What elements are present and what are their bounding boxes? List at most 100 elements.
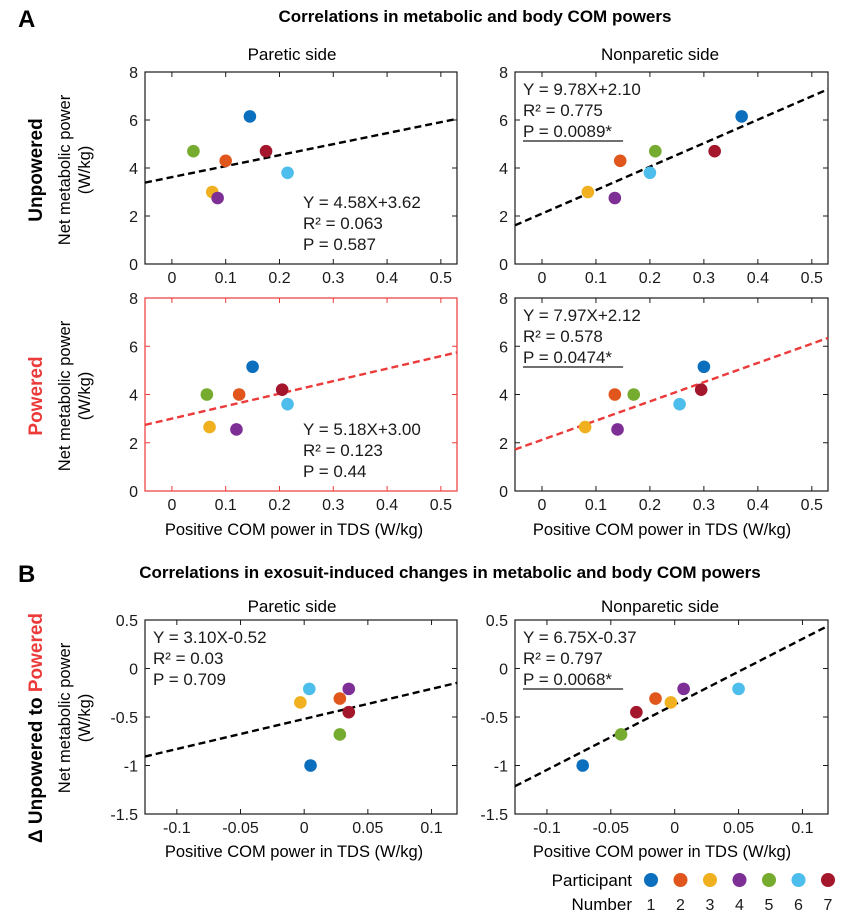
plot-frame: [144, 297, 458, 492]
x-tick-label: 0.3: [693, 270, 715, 287]
y-tick-label: 0: [499, 257, 508, 274]
x-tick-label: 0.1: [585, 497, 607, 514]
legend-number-label: Number: [572, 895, 633, 914]
y-tick-label: 0.5: [486, 613, 508, 630]
x-tick-label: 0: [167, 497, 176, 514]
x-tick-label: 0.1: [215, 497, 237, 514]
y-tick-label: 4: [129, 161, 138, 178]
y-tick-label: -1: [494, 759, 508, 776]
x-tick-label: -0.05: [222, 820, 259, 837]
x-tick-label: 0.3: [322, 270, 344, 287]
stats-line-3: P = 0.44: [303, 462, 367, 481]
x-tick-label: 0.5: [430, 497, 452, 514]
stats-line-1: Y = 4.58X+3.62: [303, 193, 421, 212]
x-tick-label: 0.5: [801, 497, 823, 514]
data-point-participant-3: [203, 420, 216, 434]
data-point-participant-4: [230, 423, 243, 436]
row-label-delta-powered: Powered: [26, 613, 47, 692]
data-point-participant-6: [281, 166, 294, 180]
data-point-participant-3: [578, 420, 592, 434]
col-title-nonparetic-b: Nonparetic side: [601, 597, 719, 616]
data-point-participant-1: [243, 110, 257, 123]
x-tick-label: 0.2: [639, 497, 661, 514]
x-tick-label: 0.1: [585, 270, 607, 287]
fit-line: [144, 351, 458, 427]
stats-line-1: Y = 6.75X-0.37: [523, 628, 637, 647]
x-tick-label: 0: [670, 820, 679, 837]
y-tick-label: -1: [124, 759, 138, 776]
col-title-paretic-b: Paretic side: [248, 597, 337, 616]
stats-line-2: R² = 0.063: [303, 214, 383, 233]
x-tick-label: 0.5: [430, 270, 452, 287]
xlabel-b-paretic: Positive COM power in TDS (W/kg): [165, 843, 423, 861]
fit-line: [514, 88, 829, 227]
data-point-participant-6: [673, 397, 686, 411]
stats-line-2: R² = 0.123: [303, 441, 383, 460]
plot-unpowered-nonparetic: 0 0.1 0.2 0.3 0.4 0.5 0 2 4 6 8 Y = 9.78X+2.10 R² = …: [499, 65, 829, 287]
x-tick-label: 0.4: [376, 270, 398, 287]
row-label-powered: Powered: [26, 356, 47, 435]
y-tick-label: 0: [499, 662, 508, 679]
stats-line-2: R² = 0.03: [153, 649, 223, 668]
data-point-participant-7: [259, 144, 273, 158]
legend-dot-7: [821, 873, 835, 887]
panel-b-title: Correlations in exosuit-induced changes …: [139, 563, 761, 582]
plot-delta-paretic: -0.1 -0.05 0 0.05 0.1 -1.5 -1 -0.5 0 0.5 Y = 3.10X…: [110, 613, 458, 837]
data-point-participant-5: [187, 144, 200, 158]
ylabel-line1-powered: Net metabolic power: [56, 320, 74, 471]
y-tick-label: 8: [129, 65, 138, 82]
x-tick-label: 0: [538, 270, 547, 287]
data-point-participant-1: [246, 360, 259, 374]
fit-line: [514, 624, 829, 788]
data-point-participant-2: [232, 388, 246, 401]
stats-line-1: Y = 7.97X+2.12: [523, 306, 641, 325]
data-point-participant-4: [677, 682, 690, 696]
y-tick-label: 6: [129, 113, 138, 130]
y-tick-label: 2: [499, 209, 508, 226]
row-label-delta: Δ Unpowered to Powered: [26, 613, 47, 843]
x-tick-label: 0.2: [639, 270, 661, 287]
data-point-participant-4: [342, 682, 356, 696]
stats-line-1: Y = 5.18X+3.00: [303, 420, 421, 439]
legend: Participant Number 1 2 3 4 5 6 7: [552, 871, 835, 914]
data-point-participant-6: [281, 397, 294, 411]
row-label-unpowered: Unpowered: [26, 118, 47, 221]
ylabel-line2-powered: (W/kg): [76, 372, 94, 421]
x-tick-label: 0.2: [268, 270, 290, 287]
data-point-participant-2: [649, 692, 662, 705]
xlabel-a-paretic: Positive COM power in TDS (W/kg): [165, 521, 423, 539]
col-title-nonparetic-a: Nonparetic side: [601, 45, 719, 64]
xlabel-a-nonparetic: Positive COM power in TDS (W/kg): [533, 521, 791, 539]
legend-dot-4: [732, 873, 747, 887]
data-point-participant-3: [294, 696, 307, 709]
legend-number-2: 2: [676, 897, 685, 914]
stats-line-3: P = 0.0089*: [523, 122, 612, 141]
y-tick-label: 8: [499, 291, 508, 308]
col-title-paretic-a: Paretic side: [248, 45, 337, 64]
y-tick-label: 8: [499, 65, 508, 82]
plot-powered-paretic: 0 0.1 0.2 0.3 0.4 0.5 0 2 4 6 8 Y = 5.18X+3.00 R² = …: [129, 291, 458, 514]
x-tick-label: 0.4: [747, 497, 769, 514]
x-tick-label: 0: [538, 497, 547, 514]
data-point-participant-4: [611, 423, 624, 436]
data-point-participant-5: [333, 728, 347, 741]
x-tick-label: -0.1: [533, 820, 561, 837]
y-tick-label: -0.5: [480, 710, 508, 727]
stats-line-2: R² = 0.775: [523, 101, 603, 120]
data-point-participant-4: [608, 191, 622, 205]
y-tick-label: -1.5: [480, 807, 508, 824]
x-tick-label: -0.1: [163, 820, 191, 837]
y-tick-label: 0: [499, 484, 508, 501]
stats-line-2: R² = 0.578: [523, 327, 603, 346]
y-tick-label: 2: [129, 436, 138, 453]
stats-line-3: P = 0.0474*: [523, 348, 612, 367]
data-point-participant-1: [304, 759, 317, 772]
data-point-participant-5: [649, 144, 662, 158]
y-tick-label: 0: [129, 257, 138, 274]
panel-a-title: Correlations in metabolic and body COM p…: [279, 7, 672, 26]
stats-line-1: Y = 9.78X+2.10: [523, 80, 641, 99]
data-point-participant-7: [275, 383, 289, 396]
data-point-participant-4: [211, 191, 224, 205]
ylabel-line2-delta: (W/kg): [76, 694, 94, 743]
x-tick-label: 0.3: [322, 497, 344, 514]
